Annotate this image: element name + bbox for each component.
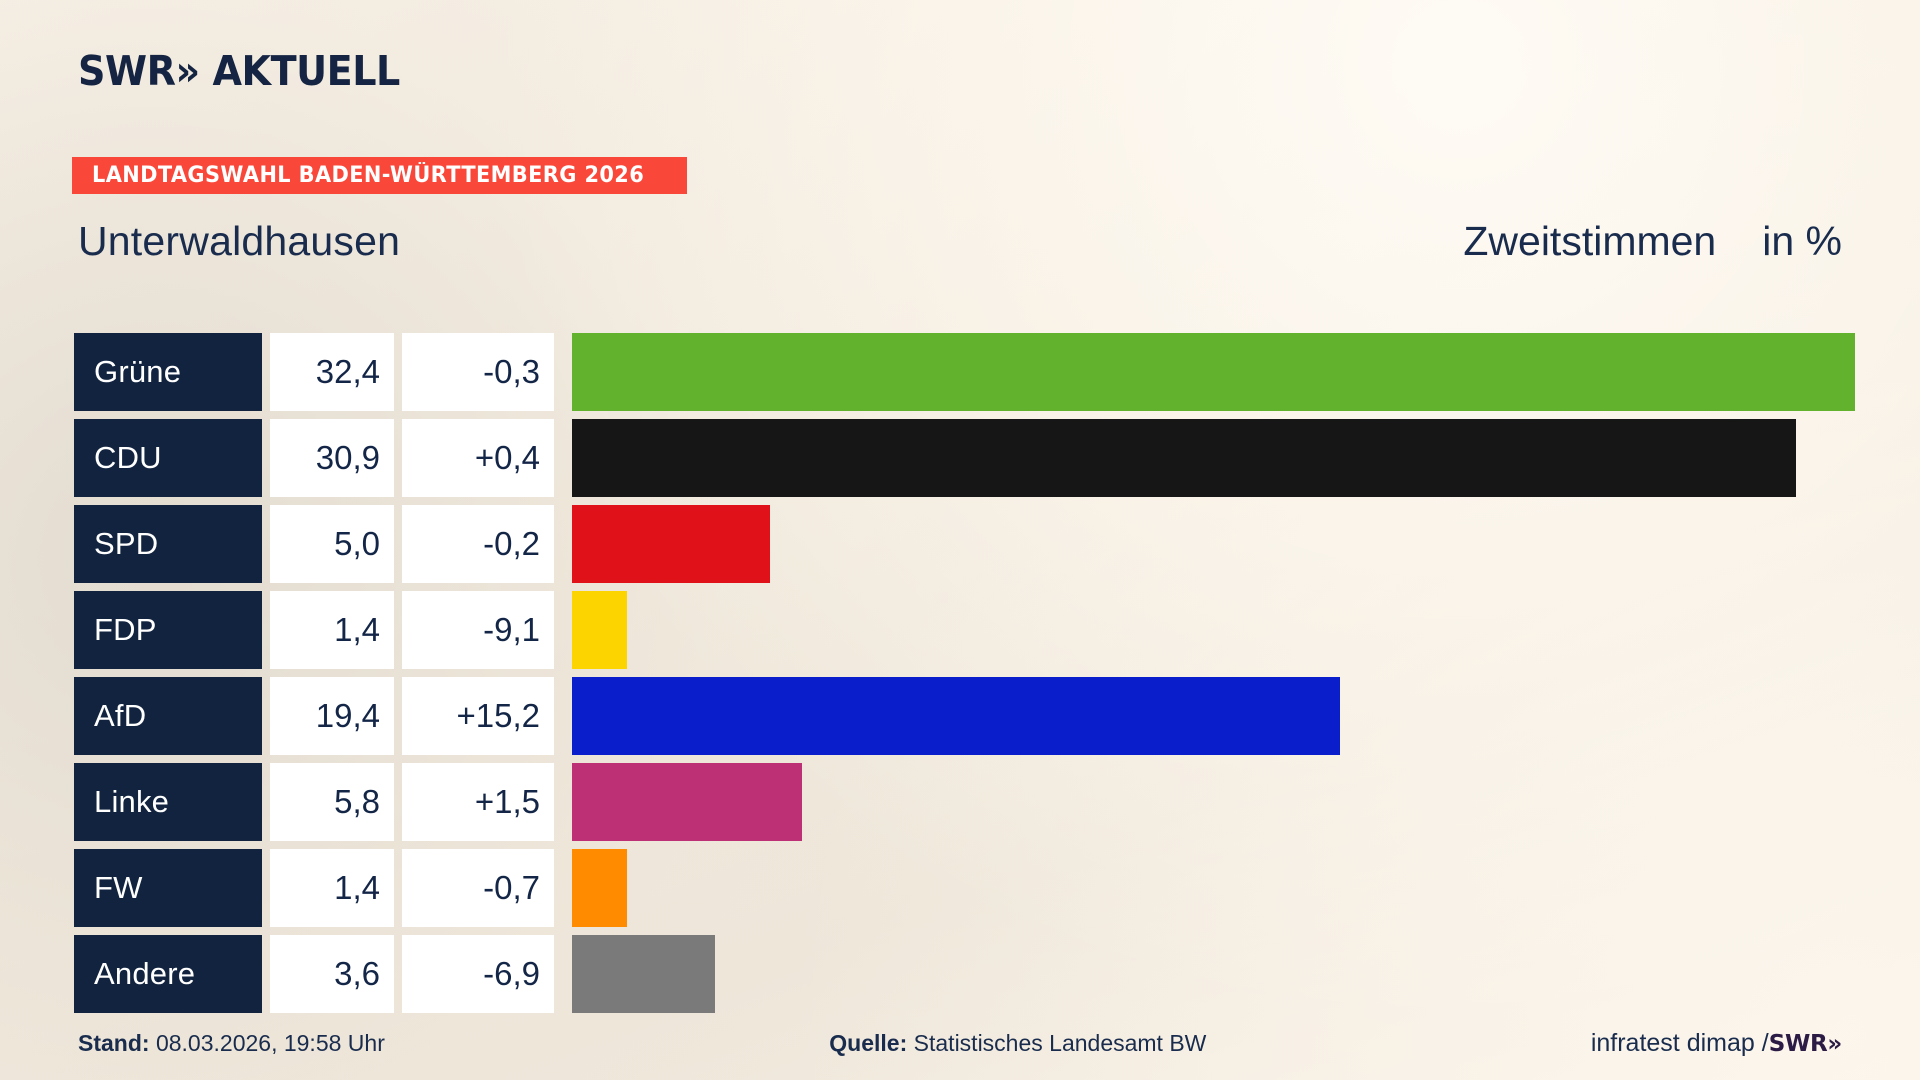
subheader: Unterwaldhausen Zweitstimmen in %	[78, 215, 1842, 267]
swr-aktuell-logo-text: SWR» AKTUELL	[78, 46, 400, 95]
unit-label: in %	[1762, 217, 1842, 264]
party-bar	[572, 505, 770, 583]
swr-aktuell-logo: SWR» AKTUELL	[78, 48, 424, 94]
party-result-value: 32,4	[315, 353, 380, 390]
party-result-cell: 30,9	[270, 419, 394, 497]
party-label-cell: AfD	[74, 677, 262, 755]
party-bar	[572, 419, 1796, 497]
party-bar	[572, 935, 715, 1013]
party-label-cell: SPD	[74, 505, 262, 583]
party-change-cell: +15,2	[402, 677, 554, 755]
party-change-value: -0,3	[483, 353, 540, 390]
stand-value: 08.03.2026, 19:58 Uhr	[155, 1029, 385, 1056]
quelle-label: Quelle:	[829, 1029, 908, 1056]
party-name: Andere	[94, 956, 196, 991]
party-result-value: 30,9	[315, 439, 380, 476]
election-banner-text: LANDTAGSWAHL BADEN-WÜRTTEMBERG 2026	[92, 163, 645, 188]
party-change-value: -6,9	[483, 955, 540, 992]
party-label-cell: FDP	[74, 591, 262, 669]
party-result-cell: 3,6	[270, 935, 394, 1013]
chart-row: Linke 5,8 +1,5	[74, 763, 1846, 841]
party-name: SPD	[94, 526, 159, 561]
bar-track	[572, 591, 1846, 669]
party-result-value: 19,4	[315, 697, 380, 734]
party-name: AfD	[94, 698, 147, 733]
party-label-cell: Andere	[74, 935, 262, 1013]
bar-track	[572, 935, 1846, 1013]
party-change-value: +0,4	[474, 439, 540, 476]
party-result-value: 3,6	[334, 955, 380, 992]
party-result-cell: 32,4	[270, 333, 394, 411]
bar-track	[572, 763, 1846, 841]
party-change-cell: +0,4	[402, 419, 554, 497]
chart-row: SPD 5,0 -0,2	[74, 505, 1846, 583]
party-result-cell: 1,4	[270, 591, 394, 669]
credit-agency: infratest dimap /	[1590, 1028, 1769, 1057]
party-result-cell: 1,4	[270, 849, 394, 927]
area-name: Unterwaldhausen	[78, 217, 401, 264]
party-result-cell: 5,8	[270, 763, 394, 841]
party-bar	[572, 677, 1341, 755]
party-change-cell: -0,7	[402, 849, 554, 927]
party-change-value: -9,1	[483, 611, 540, 648]
party-name: FW	[94, 870, 143, 905]
party-bar	[572, 849, 628, 927]
chart-row: AfD 19,4 +15,2	[74, 677, 1846, 755]
party-result-value: 1,4	[334, 611, 380, 648]
party-change-cell: -0,2	[402, 505, 554, 583]
chart-row: Grüne 32,4 -0,3	[74, 333, 1855, 411]
party-name: Grüne	[94, 354, 182, 389]
party-label-cell: CDU	[74, 419, 262, 497]
party-change-cell: -9,1	[402, 591, 554, 669]
stand-block: Stand: 08.03.2026, 19:58 Uhr	[78, 1030, 385, 1057]
party-bar	[572, 763, 802, 841]
bar-track	[572, 505, 1846, 583]
bar-track	[572, 677, 1846, 755]
party-change-value: -0,2	[483, 525, 540, 562]
party-change-value: -0,7	[483, 869, 540, 906]
party-result-value: 5,8	[334, 783, 380, 820]
party-change-value: +1,5	[474, 783, 540, 820]
credit-swr-logo: SWR»	[1768, 1030, 1843, 1057]
bar-track	[572, 419, 1846, 497]
election-banner: LANDTAGSWAHL BADEN-WÜRTTEMBERG 2026	[72, 157, 688, 194]
party-result-cell: 19,4	[270, 677, 394, 755]
results-bar-chart: Grüne 32,4 -0,3 CDU 30,9 +0,4 SPD 5,0 -0,2 FDP 1,4…	[74, 333, 1855, 1013]
party-name: FDP	[94, 612, 157, 647]
vote-type-group: Zweitstimmen in %	[1463, 218, 1842, 265]
party-bar	[572, 591, 628, 669]
party-label-cell: Linke	[74, 763, 262, 841]
party-label-cell: FW	[74, 849, 262, 927]
party-result-value: 5,0	[334, 525, 380, 562]
vote-type-label: Zweitstimmen	[1463, 217, 1717, 264]
chart-row: CDU 30,9 +0,4	[74, 419, 1846, 497]
quelle-value: Statistisches Landesamt BW	[913, 1029, 1207, 1056]
party-change-cell: +1,5	[402, 763, 554, 841]
footer: Stand: 08.03.2026, 19:58 Uhr Quelle: Sta…	[78, 1028, 1842, 1058]
party-name: CDU	[94, 440, 162, 475]
quelle-block: Quelle: Statistisches Landesamt BW	[445, 1030, 1591, 1057]
party-bar	[572, 333, 1855, 411]
stand-label: Stand:	[78, 1029, 150, 1056]
party-name: Linke	[94, 784, 170, 819]
chart-row: FW 1,4 -0,7	[74, 849, 1846, 927]
chart-row: Andere 3,6 -6,9	[74, 935, 1846, 1013]
bar-track	[572, 333, 1855, 411]
party-result-cell: 5,0	[270, 505, 394, 583]
party-change-value: +15,2	[456, 697, 541, 734]
party-change-cell: -0,3	[402, 333, 554, 411]
credit-block: infratest dimap / SWR»	[1591, 1029, 1842, 1058]
party-change-cell: -6,9	[402, 935, 554, 1013]
party-label-cell: Grüne	[74, 333, 262, 411]
party-result-value: 1,4	[334, 869, 380, 906]
chart-row: FDP 1,4 -9,1	[74, 591, 1846, 669]
bar-track	[572, 849, 1846, 927]
